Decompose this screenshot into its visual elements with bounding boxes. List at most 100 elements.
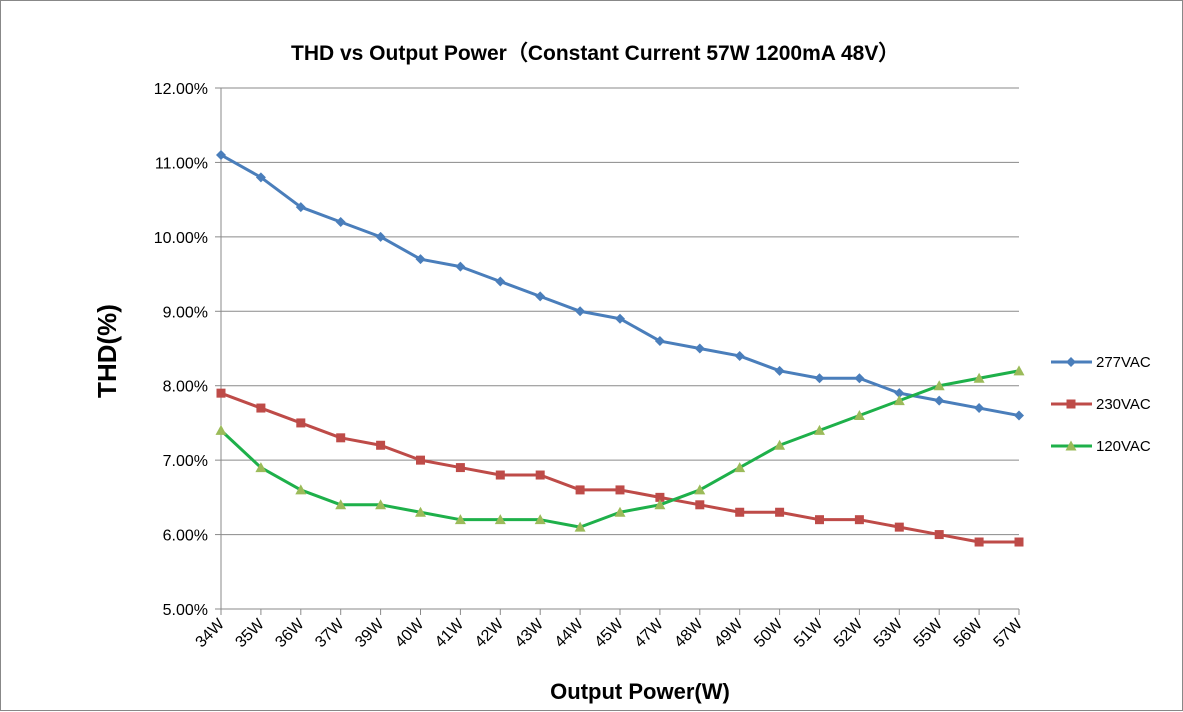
x-tick-labels: 34W 35W 36W 37W 39W 40W 41W 42W 43W 44W 45W 47W 48W 4… bbox=[193, 615, 1027, 651]
y-tick-label: 8.00% bbox=[163, 379, 208, 396]
data-point-277VAC bbox=[1014, 410, 1024, 421]
data-point-277VAC bbox=[455, 261, 466, 272]
x-tick-label: 37W bbox=[312, 615, 348, 651]
data-point-230VAC bbox=[775, 507, 785, 517]
data-point-230VAC bbox=[575, 485, 585, 495]
x-tick-label: 45W bbox=[592, 615, 628, 651]
data-point-277VAC bbox=[495, 276, 506, 287]
data-point-120VAC bbox=[335, 499, 347, 510]
data-point-277VAC bbox=[375, 231, 386, 242]
data-point-120VAC bbox=[454, 514, 466, 525]
legend-label-230VAC: 230VAC bbox=[1096, 396, 1151, 413]
data-point-230VAC bbox=[376, 440, 386, 450]
data-point-120VAC bbox=[734, 462, 746, 473]
y-tick-label: 7.00% bbox=[163, 453, 208, 470]
data-point-277VAC bbox=[974, 403, 985, 414]
data-point-277VAC bbox=[535, 291, 546, 302]
series-group bbox=[215, 149, 1025, 547]
legend-marker-277VAC bbox=[1066, 357, 1076, 367]
data-point-230VAC bbox=[894, 522, 904, 532]
series-line-277VAC bbox=[220, 153, 1020, 417]
y-tick-label: 6.00% bbox=[163, 528, 208, 545]
data-point-230VAC bbox=[615, 485, 625, 495]
data-point-230VAC bbox=[1014, 537, 1024, 547]
data-point-230VAC bbox=[815, 515, 824, 525]
data-point-120VAC bbox=[973, 372, 985, 383]
data-point-277VAC bbox=[255, 172, 266, 183]
data-point-230VAC bbox=[695, 500, 705, 510]
x-tick-label: 43W bbox=[512, 615, 548, 651]
data-point-120VAC bbox=[774, 439, 786, 450]
data-point-120VAC bbox=[933, 380, 945, 391]
x-tick-label: 34W bbox=[193, 615, 229, 651]
data-point-120VAC bbox=[215, 424, 227, 435]
y-tick-label: 12.00% bbox=[154, 81, 208, 98]
data-point-277VAC bbox=[894, 388, 905, 399]
y-tick-label: 10.00% bbox=[154, 230, 208, 247]
x-tick-label: 52W bbox=[831, 615, 867, 651]
data-point-120VAC bbox=[694, 484, 706, 495]
data-point-277VAC bbox=[774, 365, 785, 376]
x-tick-label: 55W bbox=[911, 615, 947, 651]
x-tick-label: 41W bbox=[432, 615, 468, 651]
x-tick-label: 57W bbox=[991, 615, 1027, 651]
data-point-230VAC bbox=[336, 433, 346, 443]
axes bbox=[215, 87, 1020, 615]
x-tick-label: 51W bbox=[791, 615, 827, 651]
data-point-230VAC bbox=[735, 507, 745, 517]
data-point-230VAC bbox=[296, 418, 306, 428]
x-tick-label: 42W bbox=[472, 615, 508, 651]
data-point-277VAC bbox=[615, 313, 625, 324]
x-tick-label: 35W bbox=[232, 615, 268, 651]
legend-marker-120VAC bbox=[1065, 440, 1077, 451]
data-point-277VAC bbox=[654, 336, 665, 347]
data-point-277VAC bbox=[335, 216, 346, 227]
data-point-120VAC bbox=[1013, 365, 1025, 376]
x-tick-label: 56W bbox=[951, 615, 987, 651]
data-point-120VAC bbox=[375, 499, 387, 510]
data-point-230VAC bbox=[455, 463, 465, 473]
data-point-230VAC bbox=[854, 515, 864, 525]
x-tick-label: 53W bbox=[871, 615, 907, 651]
data-point-120VAC bbox=[853, 409, 865, 420]
data-point-120VAC bbox=[614, 506, 626, 517]
chart-title: THD vs Output Power（Constant Current 57W… bbox=[291, 41, 899, 65]
x-tick-label: 40W bbox=[392, 615, 428, 651]
data-point-230VAC bbox=[655, 492, 665, 502]
data-point-120VAC bbox=[494, 514, 506, 525]
x-tick-label: 39W bbox=[352, 615, 388, 651]
x-tick-label: 50W bbox=[751, 615, 787, 651]
y-tick-labels: 5.00% 6.00% 7.00% 8.00% 9.00% 10.00% 11.00% 12.… bbox=[154, 81, 208, 619]
data-point-230VAC bbox=[216, 388, 226, 398]
data-point-277VAC bbox=[814, 373, 825, 384]
legend-label-120VAC: 120VAC bbox=[1096, 438, 1151, 455]
data-point-277VAC bbox=[854, 373, 865, 384]
data-point-230VAC bbox=[256, 403, 266, 413]
data-point-277VAC bbox=[295, 202, 306, 213]
series-line-230VAC bbox=[220, 391, 1019, 544]
gridlines bbox=[221, 87, 1019, 536]
data-point-277VAC bbox=[694, 343, 705, 354]
data-point-230VAC bbox=[535, 470, 545, 480]
data-point-120VAC bbox=[255, 462, 267, 473]
data-point-120VAC bbox=[574, 521, 586, 532]
x-axis-title: Output Power(W) bbox=[550, 679, 730, 704]
data-point-120VAC bbox=[654, 499, 666, 510]
legend: 277VAC 230VAC 120VAC bbox=[1051, 354, 1151, 455]
data-point-277VAC bbox=[934, 395, 945, 406]
x-tick-label: 49W bbox=[711, 615, 747, 651]
data-point-120VAC bbox=[814, 424, 825, 435]
y-tick-label: 9.00% bbox=[163, 304, 208, 321]
data-point-277VAC bbox=[734, 350, 745, 361]
y-tick-label: 5.00% bbox=[163, 602, 208, 619]
data-point-277VAC bbox=[216, 149, 226, 160]
data-point-277VAC bbox=[575, 306, 586, 317]
y-axis-title: THD(%) bbox=[92, 304, 122, 398]
legend-marker-230VAC bbox=[1066, 399, 1076, 409]
data-point-120VAC bbox=[295, 484, 307, 495]
data-point-120VAC bbox=[415, 506, 426, 517]
x-tick-label: 47W bbox=[631, 615, 667, 651]
legend-label-277VAC: 277VAC bbox=[1096, 354, 1151, 371]
